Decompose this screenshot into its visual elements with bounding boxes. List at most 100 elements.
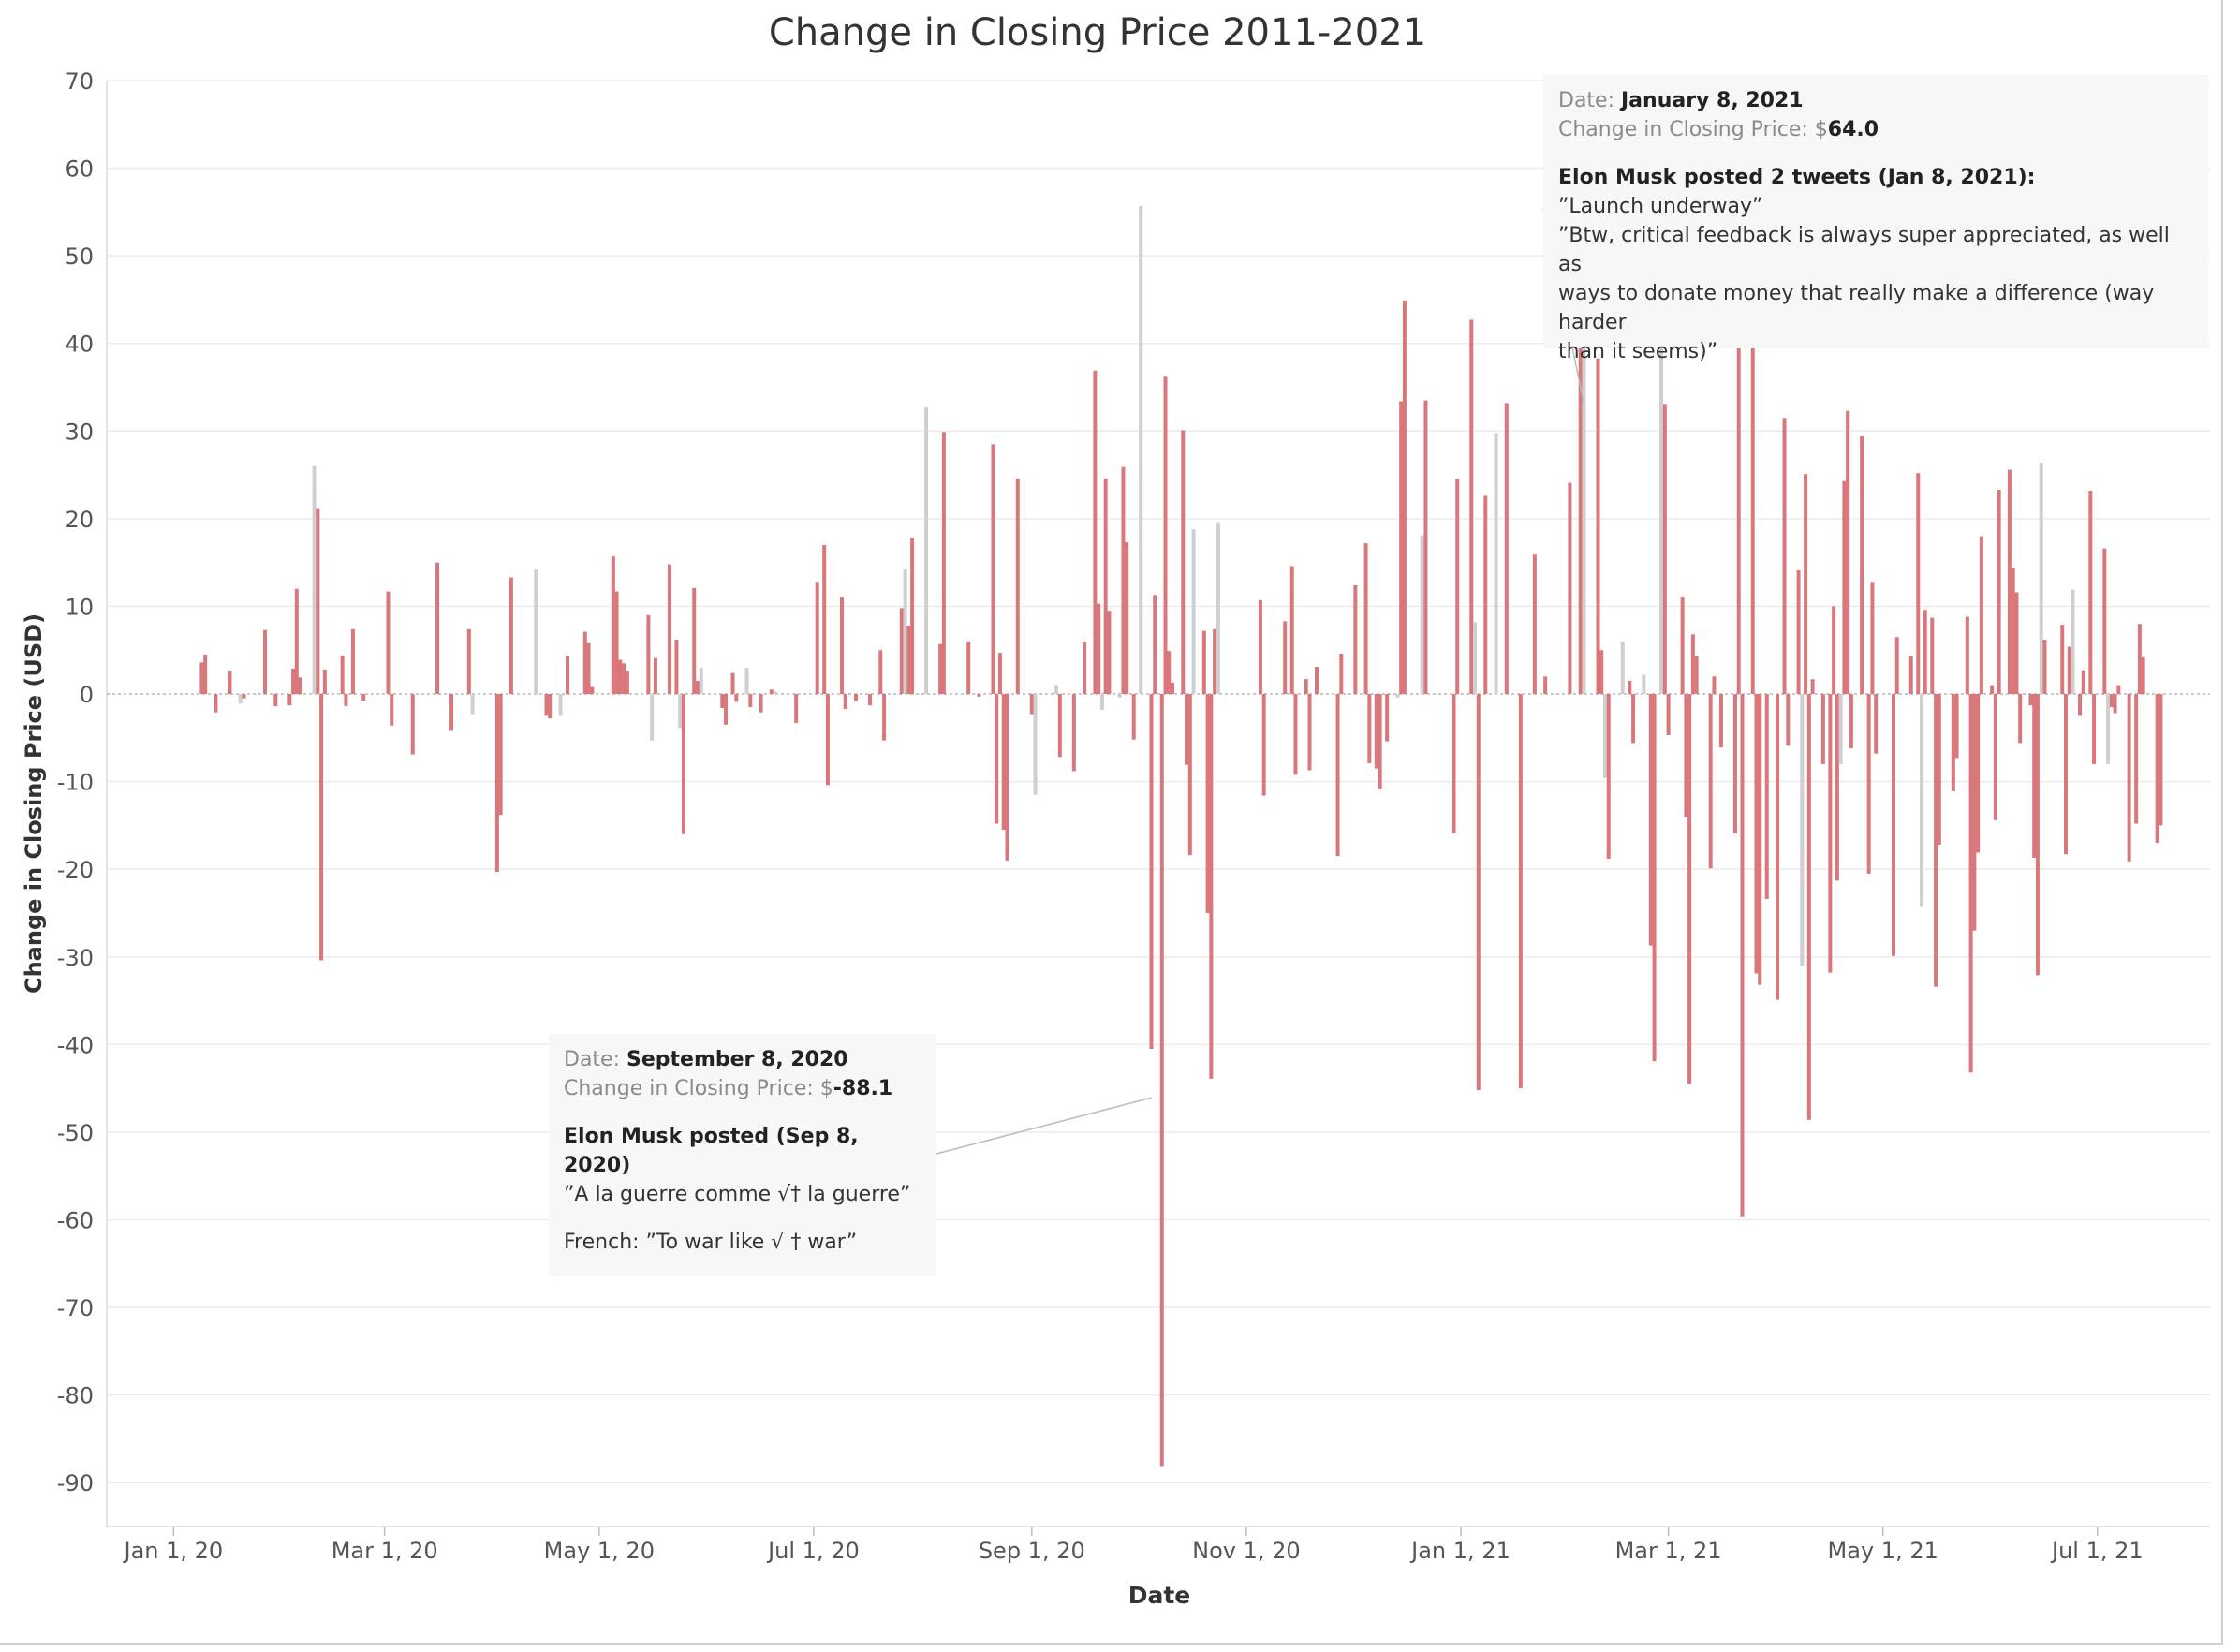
bar: [1107, 611, 1112, 695]
bar: [1083, 642, 1087, 695]
bar: [1934, 694, 1938, 987]
annotation-change-label: Change in Closing Price: $: [564, 1077, 833, 1100]
bar: [2014, 592, 2019, 695]
bar: [699, 667, 703, 695]
bar: [1033, 694, 1038, 795]
annotation-tweet-line: ”A la guerre comme √† la guerre”: [564, 1183, 911, 1206]
bar: [1201, 630, 1206, 695]
bar: [1423, 400, 1428, 695]
y-tick-label: 70: [65, 68, 94, 95]
y-tick-label: 30: [65, 419, 94, 445]
bar: [938, 643, 943, 695]
bar: [1666, 694, 1671, 736]
x-tick-label: Sep 1, 20: [979, 1538, 1085, 1564]
x-tick-label: Mar 1, 21: [1615, 1538, 1722, 1564]
bar: [966, 641, 971, 695]
bar: [1289, 566, 1294, 695]
bar: [1001, 694, 1006, 831]
annotation-change-value: -88.1: [833, 1077, 893, 1100]
bar: [882, 694, 887, 741]
bar: [1684, 694, 1688, 818]
bar: [2028, 694, 2033, 706]
bar: [878, 650, 883, 695]
bar: [319, 694, 324, 961]
bars-layer: [199, 133, 2163, 1467]
x-tick-label: Nov 1, 20: [1192, 1538, 1301, 1564]
bar: [618, 659, 623, 695]
annotation-spacer: [1558, 144, 2193, 163]
y-tick-label: 10: [65, 594, 94, 620]
bar: [1504, 403, 1509, 695]
bar: [1606, 694, 1611, 859]
window-right-edge: [2221, 0, 2223, 1645]
bar: [678, 694, 683, 729]
bar: [674, 640, 679, 695]
bar: [1054, 685, 1059, 695]
bar: [1968, 694, 1973, 1073]
bar: [646, 614, 651, 695]
bar: [899, 608, 904, 695]
annotation-translation: French: ”To war like √ † war”: [564, 1231, 858, 1254]
bar: [1680, 597, 1685, 695]
bar: [748, 694, 753, 708]
bar: [1399, 401, 1404, 695]
annotation-tweet-header: Elon Musk posted (Sep 8, 2020): [564, 1122, 921, 1180]
bar: [1620, 641, 1625, 695]
bar: [1378, 694, 1382, 790]
bar: [1258, 599, 1262, 695]
bar: [1891, 694, 1895, 956]
bar: [1652, 694, 1657, 1062]
bar: [287, 694, 292, 706]
bar: [730, 672, 735, 695]
y-tick-label: -40: [57, 1032, 94, 1058]
bar: [695, 680, 700, 695]
bar: [1339, 653, 1344, 695]
bar: [2035, 694, 2040, 976]
annotation-tweet-header: Elon Musk posted 2 tweets (Jan 8, 2021):: [1558, 163, 2193, 192]
bar: [1494, 433, 1498, 695]
x-tick-label: May 1, 20: [544, 1538, 655, 1564]
bar: [1187, 694, 1192, 856]
annotation-change-row: Change in Closing Price: $-88.1: [564, 1074, 921, 1103]
bar: [903, 569, 907, 695]
bar: [590, 686, 595, 695]
bar: [1849, 694, 1853, 749]
bar: [1139, 205, 1143, 695]
bar: [853, 694, 858, 701]
bar: [2159, 694, 2163, 826]
bar: [2032, 694, 2037, 859]
y-tick-label: -20: [57, 857, 94, 883]
bar: [1543, 676, 1548, 695]
bar: [1796, 570, 1801, 695]
bar: [843, 694, 847, 709]
bar: [1870, 582, 1875, 695]
bar: [1097, 603, 1101, 695]
bar: [681, 694, 685, 834]
bar: [724, 694, 729, 725]
annotation-date-value: January 8, 2021: [1621, 89, 1804, 112]
bar: [1976, 694, 1981, 853]
bar: [1596, 358, 1600, 695]
bar: [2039, 462, 2043, 695]
bar: [941, 432, 946, 695]
bar: [1828, 694, 1833, 973]
bar: [1057, 694, 1062, 758]
bar: [566, 656, 570, 695]
bar: [494, 694, 499, 872]
bar: [1473, 622, 1478, 695]
annotation-change-label: Change in Closing Price: $: [1558, 118, 1828, 141]
bar: [1125, 542, 1129, 695]
bar: [1159, 694, 1164, 1467]
annotation-tweet-header-text: Elon Musk posted 2 tweets (Jan 8, 2021):: [1558, 166, 2036, 189]
bar: [2007, 469, 2012, 695]
bar: [1860, 435, 1864, 695]
bar: [759, 694, 763, 713]
annotation-spacer: [564, 1209, 921, 1228]
bar: [1602, 694, 1607, 778]
y-tick-label: -80: [57, 1383, 94, 1409]
grid-layer: [106, 80, 2210, 1527]
bar: [650, 694, 655, 741]
bar: [734, 694, 739, 702]
